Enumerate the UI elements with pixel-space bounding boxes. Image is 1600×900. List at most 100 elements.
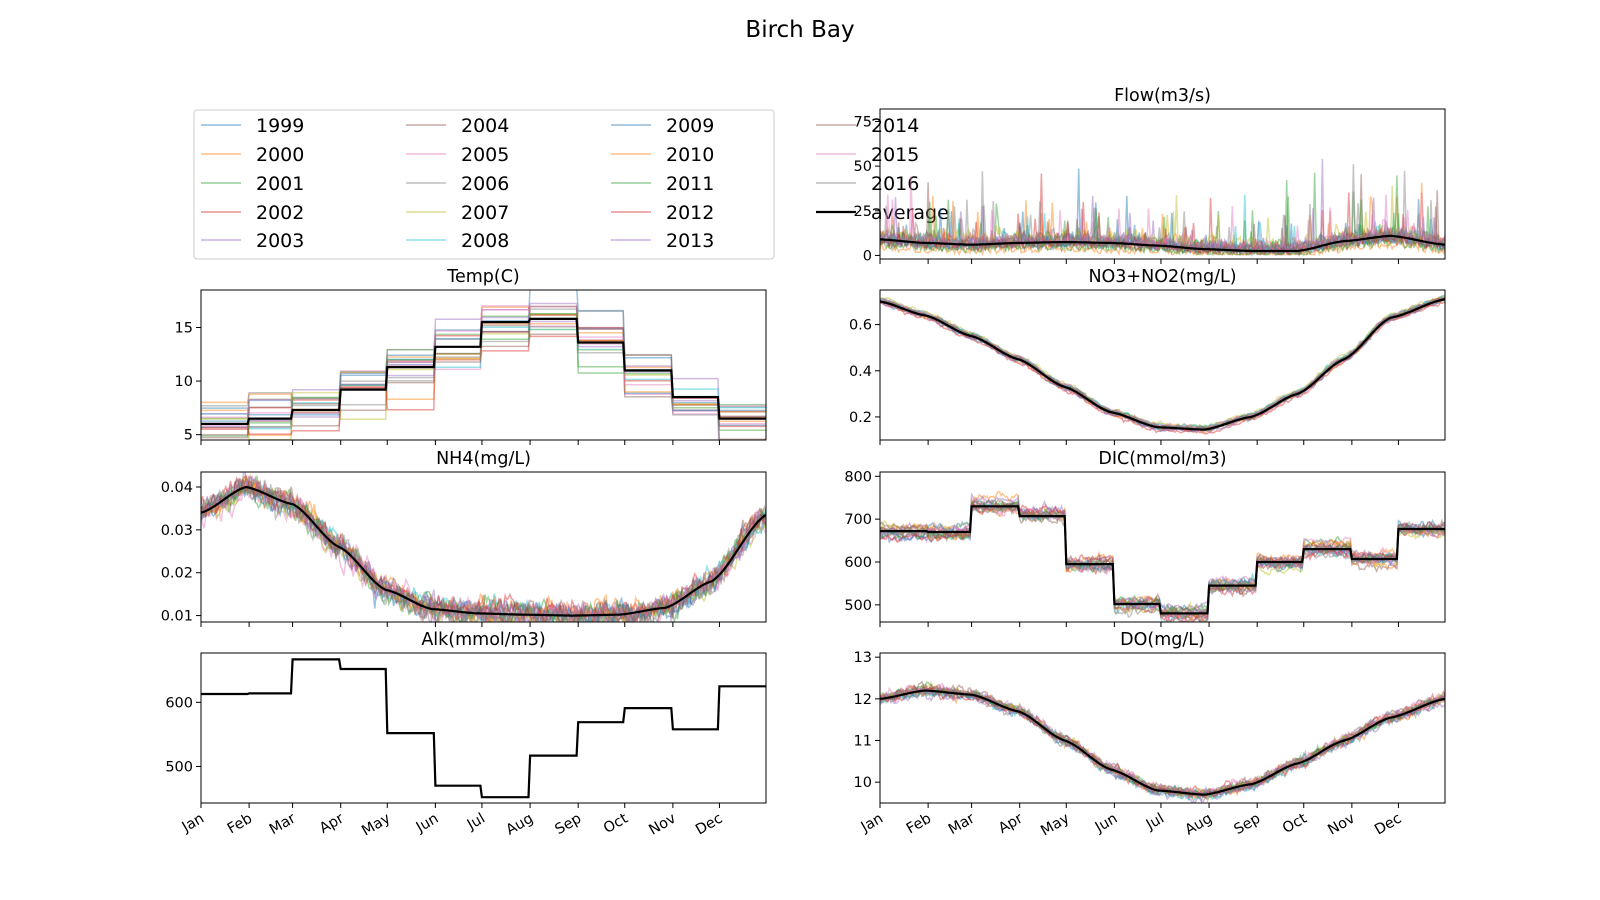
- series-line-flow-2009: [880, 168, 1445, 257]
- series-line-nh4-2007: [201, 475, 766, 622]
- ytick-label-nh4: 0.03: [161, 523, 193, 539]
- xtick-label-alk: Dec: [693, 811, 725, 839]
- panel-title-nh4: NH4(mg/L): [436, 449, 531, 469]
- xtick-label-alk: Jul: [464, 811, 488, 834]
- ytick-label-no3: 0.2: [849, 410, 872, 426]
- xtick-label-do: Apr: [996, 811, 1026, 837]
- panel-temp: Temp(C) 5 10 15: [175, 267, 767, 445]
- xtick-label-do: Jul: [1143, 811, 1167, 834]
- axes-frame-no3: [879, 289, 1446, 441]
- axes-frame-alk: [200, 652, 767, 804]
- ytick-label-no3: 0.4: [849, 364, 872, 380]
- series-line-nh4-2001: [201, 482, 766, 622]
- series-nh4: [201, 472, 766, 622]
- legend-label-2014: 2014: [871, 115, 919, 137]
- xtick-label-alk: Jun: [413, 811, 441, 837]
- axes-frame-temp: [200, 289, 767, 441]
- panel-title-no3: NO3+NO2(mg/L): [1088, 267, 1236, 287]
- series-line-do-1999: [880, 684, 1445, 798]
- ytick-label-nh4: 0.02: [161, 566, 193, 582]
- series-line-flow-2013: [880, 197, 1445, 255]
- series-line-no3-2009: [880, 298, 1445, 433]
- series-line-flow-2000: [880, 182, 1445, 253]
- legend-label-2006: 2006: [461, 173, 509, 195]
- legend-label-2013: 2013: [666, 230, 714, 252]
- series-line-do-2004: [880, 680, 1445, 799]
- series-line-no3-2001: [880, 298, 1445, 433]
- legend-label-2007: 2007: [461, 202, 509, 224]
- xtick-label-do: Jan: [858, 811, 886, 837]
- series-line-do-2010: [880, 685, 1445, 800]
- xtick-label-do: Oct: [1280, 810, 1310, 837]
- legend-label-2015: 2015: [871, 144, 919, 166]
- axes-frame-do: [879, 652, 1446, 804]
- ytick-label-flow: 75: [854, 115, 872, 131]
- legend-label-2012: 2012: [666, 202, 714, 224]
- axes-frame-nh4: [200, 471, 767, 623]
- series-line-nh4-2004: [201, 480, 766, 622]
- xtick-label-alk: Sep: [553, 811, 585, 839]
- ytick-label-nh4: 0.04: [161, 480, 193, 496]
- ytick-label-flow: 25: [854, 204, 872, 220]
- panel-alk: Alk(mmol/m3) 500 600 Jan Feb Mar Apr May Jun Jul A…: [165, 630, 767, 839]
- panel-no3: NO3+NO2(mg/L) 0.2 0.4 0.6: [849, 267, 1446, 445]
- series-line-nh4-2012: [201, 479, 766, 622]
- series-line-do-2013: [880, 685, 1445, 803]
- series-line-temp-2010: [201, 306, 766, 436]
- ytick-label-flow: 0: [863, 248, 872, 264]
- legend-label-2016: 2016: [871, 173, 919, 195]
- panel-title-flow: Flow(m3/s): [1114, 86, 1211, 106]
- series-line-no3-2004: [880, 296, 1445, 430]
- series-alk: [201, 658, 766, 799]
- series-line-do-2001: [880, 687, 1445, 797]
- legend-label-2009: 2009: [666, 115, 714, 137]
- series-line-no3-2014: [880, 297, 1445, 431]
- xtick-label-alk: Aug: [504, 811, 537, 839]
- legend-label-average: average: [871, 202, 949, 224]
- ytick-label-temp: 10: [175, 374, 193, 390]
- series-line-no3-2008: [880, 294, 1445, 429]
- ytick-label-temp: 15: [175, 321, 193, 337]
- series-line-temp-2009: [201, 317, 766, 416]
- legend-label-2004: 2004: [461, 115, 509, 137]
- series-line-flow-2014: [880, 182, 1445, 257]
- legend-frame: [193, 109, 775, 260]
- ytick-label-do: 10: [854, 775, 872, 791]
- panel-dic: DIC(mmol/m3) 500 600 700 800: [844, 449, 1446, 627]
- series-line-flow-2006: [880, 199, 1445, 254]
- series-line-no3-2016: [880, 297, 1445, 431]
- xtick-label-do: Sep: [1232, 811, 1264, 839]
- series-line-do-2000: [880, 687, 1445, 803]
- series-do: [880, 680, 1445, 803]
- legend-label-2008: 2008: [461, 230, 509, 252]
- series-line-no3-2006: [880, 295, 1445, 431]
- series-line-do-average: [880, 689, 1445, 796]
- xtick-label-do: Aug: [1183, 811, 1216, 839]
- panel-do: DO(mg/L) 10 11 12 13 Jan Feb Mar Apr May Jun Jul Aug…: [854, 630, 1446, 839]
- xtick-label-do: May: [1038, 810, 1072, 839]
- series-line-no3-2010: [880, 299, 1445, 434]
- ytick-label-alk: 600: [165, 695, 193, 711]
- xtick-label-do: Dec: [1372, 811, 1404, 839]
- series-line-nh4-2005: [201, 477, 766, 622]
- legend-label-2000: 2000: [256, 144, 304, 166]
- xtick-label-alk: Oct: [601, 810, 631, 837]
- ytick-label-dic: 700: [844, 512, 872, 528]
- panel-title-temp: Temp(C): [446, 267, 520, 287]
- series-line-temp-2014: [201, 305, 766, 436]
- series-line-do-2012: [880, 683, 1445, 800]
- series-line-flow-2007: [880, 185, 1445, 250]
- series-line-do-2009: [880, 687, 1445, 798]
- series-line-no3-2012: [880, 301, 1445, 435]
- series-line-flow-2010: [880, 210, 1445, 257]
- ytick-label-flow: 50: [854, 159, 872, 175]
- series-line-do-2008: [880, 689, 1445, 802]
- figure-title: Birch Bay: [745, 17, 854, 43]
- series-line-flow-2004: [880, 174, 1445, 257]
- series-line-nh4-average: [201, 485, 766, 617]
- series-line-dic-2001: [880, 502, 1445, 616]
- xtick-label-do: Feb: [904, 811, 934, 838]
- series-line-do-2006: [880, 687, 1445, 803]
- series-line-flow-2001: [880, 172, 1445, 253]
- xtick-label-alk: Nov: [646, 810, 679, 838]
